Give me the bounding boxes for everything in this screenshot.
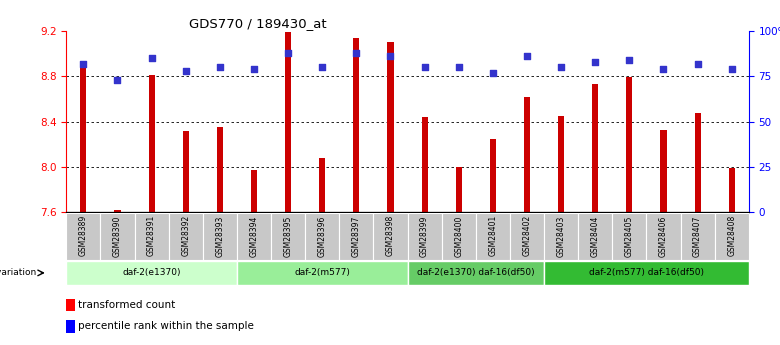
Point [248,66,261,72]
Text: GSM28402: GSM28402 [523,215,531,256]
Point [658,66,670,72]
Bar [680,213,714,260]
Text: transformed count: transformed count [78,300,176,310]
Bar [66,213,101,260]
Point [316,65,328,70]
Point [589,59,601,65]
Bar [217,127,223,212]
Bar [148,75,154,212]
Text: daf-2(e1370): daf-2(e1370) [122,268,181,277]
Point [725,66,738,72]
Bar [271,213,305,260]
Bar [421,117,427,212]
Bar [305,213,339,260]
Text: GSM28398: GSM28398 [386,215,395,256]
Text: GSM28405: GSM28405 [625,215,634,257]
Text: GSM28396: GSM28396 [317,215,327,257]
Bar [237,213,271,260]
Point [145,56,158,61]
Text: GSM28390: GSM28390 [113,215,122,257]
Text: GSM28399: GSM28399 [420,215,429,257]
Bar [66,299,75,311]
Bar [183,131,189,212]
Bar [647,213,680,260]
Text: GSM28404: GSM28404 [590,215,600,257]
Text: GSM28394: GSM28394 [250,215,258,257]
Bar [544,213,578,260]
Bar [285,32,291,212]
Bar [626,78,633,212]
Bar [135,213,168,260]
Bar [251,170,257,212]
Bar [694,112,700,212]
Bar [319,158,325,212]
Bar [353,38,360,212]
Bar [524,97,530,212]
Bar [578,213,612,260]
Bar [612,213,647,260]
Text: GSM28393: GSM28393 [215,215,225,257]
Text: percentile rank within the sample: percentile rank within the sample [78,322,254,332]
Point [112,77,124,83]
Text: GSM28400: GSM28400 [454,215,463,257]
Bar [510,213,544,260]
Bar [714,213,749,260]
Point [521,54,534,59]
Text: GSM28401: GSM28401 [488,215,498,256]
Text: GSM28397: GSM28397 [352,215,361,257]
Bar [168,213,203,260]
Point [555,65,567,70]
Bar [661,129,667,212]
Point [179,68,192,74]
Text: GSM28403: GSM28403 [557,215,566,257]
Text: daf-2(m577): daf-2(m577) [294,268,350,277]
Text: GSM28391: GSM28391 [147,215,156,256]
Bar [374,213,407,260]
Bar [544,261,749,285]
Bar [729,168,735,212]
Text: GSM28389: GSM28389 [79,215,88,256]
Bar [203,213,237,260]
Text: GSM28407: GSM28407 [693,215,702,257]
Point [623,57,636,63]
Bar [115,210,121,212]
Text: daf-2(m577) daf-16(df50): daf-2(m577) daf-16(df50) [589,268,704,277]
Bar [339,213,374,260]
Bar [592,84,598,212]
Text: GDS770 / 189430_at: GDS770 / 189430_at [189,17,327,30]
Bar [456,167,462,212]
Bar [66,320,75,333]
Bar [407,213,441,260]
Point [452,65,465,70]
Point [385,54,397,59]
Text: daf-2(e1370) daf-16(df50): daf-2(e1370) daf-16(df50) [417,268,534,277]
Point [487,70,499,76]
Bar [407,261,544,285]
Point [282,50,294,56]
Bar [237,261,407,285]
Point [418,65,431,70]
Point [350,50,363,56]
Point [691,61,704,67]
Bar [558,116,564,212]
Text: GSM28392: GSM28392 [181,215,190,256]
Bar [80,68,87,212]
Bar [101,213,135,260]
Point [214,65,226,70]
Bar [490,139,496,212]
Text: GSM28395: GSM28395 [284,215,292,257]
Bar [441,213,476,260]
Point [77,61,90,67]
Bar [66,261,237,285]
Bar [476,213,510,260]
Text: genotype/variation: genotype/variation [0,268,37,277]
Text: GSM28408: GSM28408 [727,215,736,256]
Bar [388,42,394,212]
Text: GSM28406: GSM28406 [659,215,668,257]
